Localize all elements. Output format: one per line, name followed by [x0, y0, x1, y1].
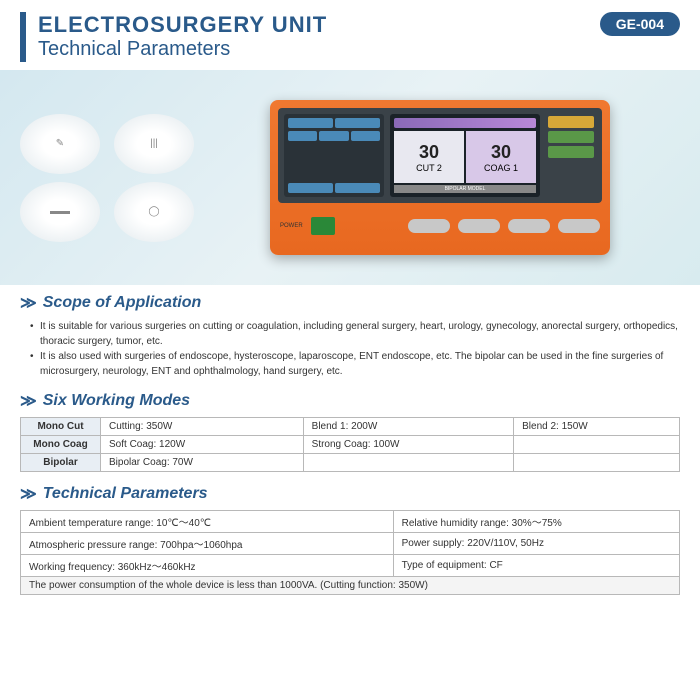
header: ELECTROSURGERY UNIT Technical Parameters…: [0, 0, 700, 70]
row-head: Mono Cut: [21, 418, 101, 436]
scope-list: It is suitable for various surgeries on …: [20, 319, 680, 379]
scope-section: ≫ Scope of Application It is suitable fo…: [0, 285, 700, 383]
device-top-panel: 30 CUT 2 30 COAG 1 BIPOLAR MODEL: [278, 108, 602, 203]
screen-cut: 30 CUT 2: [394, 131, 464, 183]
tech-section: ≫ Technical Parameters Ambient temperatu…: [0, 476, 700, 599]
table-row: Bipolar Bipolar Coag: 70W: [21, 454, 680, 472]
model-badge: GE-004: [600, 12, 680, 36]
scope-item: It is also used with surgeries of endosc…: [30, 349, 680, 379]
power-switch-icon: [311, 217, 335, 235]
screen-coag: 30 COAG 1: [466, 131, 536, 183]
table-row: Mono Cut Cutting: 350W Blend 1: 200W Ble…: [21, 418, 680, 436]
hero-image: ✎ ||| ▬▬ ◯ 30 CUT 2: [0, 70, 700, 285]
table-row: Atmospheric pressure range: 700hpa～1060h…: [21, 533, 680, 555]
accessories-grid: ✎ ||| ▬▬ ◯: [20, 114, 200, 242]
accessory-pads-icon: ▬▬: [20, 182, 100, 242]
accessory-pen-icon: ✎: [20, 114, 100, 174]
device-illustration: 30 CUT 2 30 COAG 1 BIPOLAR MODEL POWER: [200, 100, 680, 255]
subtitle: Technical Parameters: [38, 38, 600, 61]
port-icon: [558, 219, 600, 233]
table-row: The power consumption of the whole devic…: [21, 577, 680, 595]
row-head: Mono Coag: [21, 436, 101, 454]
chevron-icon: ≫: [20, 391, 37, 411]
port-icon: [458, 219, 500, 233]
device-bottom-panel: POWER: [270, 203, 610, 248]
port-icon: [408, 219, 450, 233]
scope-title: Scope of Application: [43, 294, 202, 312]
title-block: ELECTROSURGERY UNIT Technical Parameters: [38, 12, 600, 61]
table-row: Mono Coag Soft Coag: 120W Strong Coag: 1…: [21, 436, 680, 454]
table-row: Ambient temperature range: 10℃～40℃Relati…: [21, 511, 680, 533]
port-icon: [508, 219, 550, 233]
accent-bar: [20, 12, 26, 62]
control-panel-right: [546, 114, 596, 197]
modes-table: Mono Cut Cutting: 350W Blend 1: 200W Ble…: [20, 417, 680, 472]
chevron-icon: ≫: [20, 293, 37, 313]
row-head: Bipolar: [21, 454, 101, 472]
control-panel-left: [284, 114, 384, 197]
tech-title: Technical Parameters: [43, 485, 208, 503]
tech-table: Ambient temperature range: 10℃～40℃Relati…: [20, 510, 680, 595]
main-title: ELECTROSURGERY UNIT: [38, 12, 600, 38]
device-screen: 30 CUT 2 30 COAG 1 BIPOLAR MODEL: [390, 114, 540, 197]
accessory-probes-icon: |||: [114, 114, 194, 174]
modes-section: ≫ Six Working Modes Mono Cut Cutting: 35…: [0, 383, 700, 476]
chevron-icon: ≫: [20, 484, 37, 504]
table-row: Working frequency: 360kHz～460kHzType of …: [21, 555, 680, 577]
modes-title: Six Working Modes: [43, 392, 190, 410]
power-label: POWER: [280, 223, 303, 229]
scope-item: It is suitable for various surgeries on …: [30, 319, 680, 349]
accessory-cable-icon: ◯: [114, 182, 194, 242]
device-unit: 30 CUT 2 30 COAG 1 BIPOLAR MODEL POWER: [270, 100, 610, 255]
